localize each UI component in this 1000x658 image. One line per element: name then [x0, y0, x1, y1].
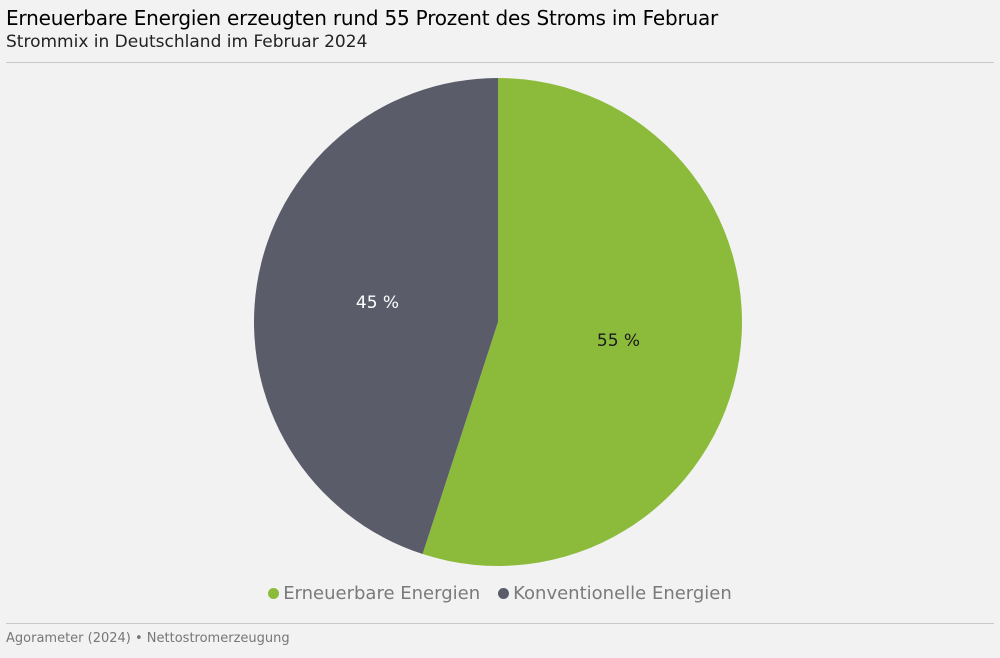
legend-dot-icon [268, 588, 280, 599]
header-divider [6, 62, 994, 63]
pie-chart: 55 % 45 % [254, 78, 742, 567]
pie-slice-0[interactable] [422, 78, 742, 567]
chart-subtitle: Strommix in Deutschland im Februar 2024 [6, 32, 368, 52]
footer-divider [6, 623, 994, 624]
pie-slice-1[interactable] [254, 78, 498, 555]
source-note: Agorameter (2024) • Nettostromerzeugung [6, 631, 290, 646]
legend-item-erneuerbare[interactable]: Erneuerbare Energien [268, 583, 480, 604]
legend-label: Erneuerbare Energien [283, 583, 481, 604]
legend-dot-icon [498, 588, 510, 599]
chart-legend: Erneuerbare Energien Konventionelle Ener… [0, 583, 1000, 604]
legend-item-konventionelle[interactable]: Konventionelle Energien [498, 583, 732, 604]
pie-data-label-1: 45 % [356, 293, 399, 313]
chart-title: Erneuerbare Energien erzeugten rund 55 P… [6, 6, 719, 30]
legend-label: Konventionelle Energien [513, 583, 732, 604]
pie-data-label-0: 55 % [597, 331, 640, 351]
